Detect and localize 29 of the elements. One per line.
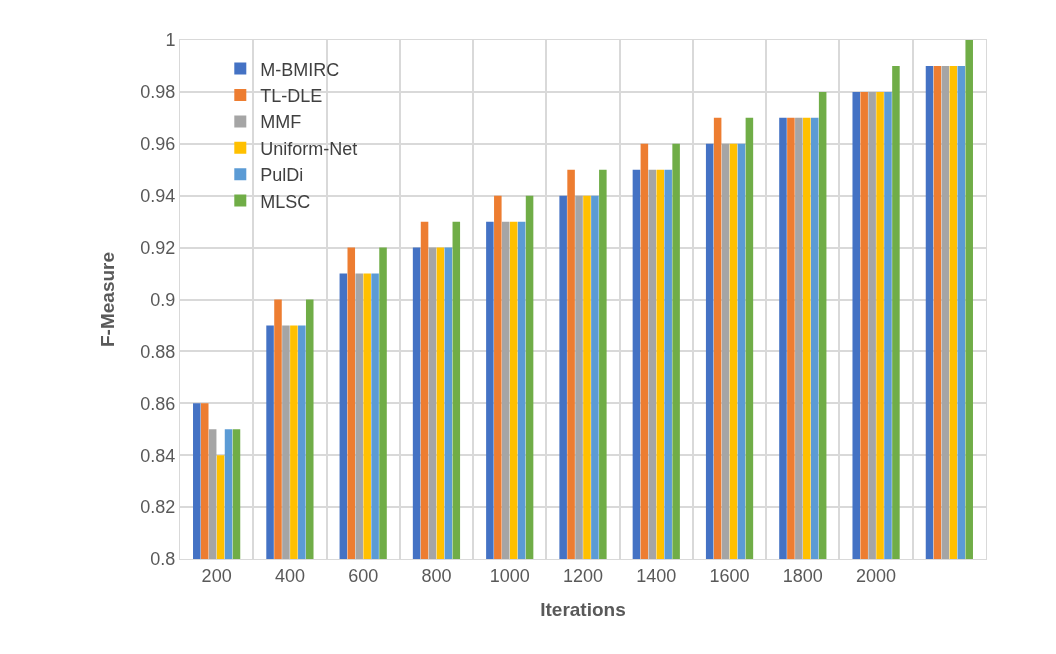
legend-label: Uniform-Net xyxy=(260,138,358,159)
legend-label: MMF xyxy=(260,112,302,133)
x-tick-label: 1800 xyxy=(782,565,823,586)
y-tick-label: 0.82 xyxy=(140,497,176,518)
x-tick-label: 1400 xyxy=(636,565,677,586)
x-tick-label: 2000 xyxy=(856,565,897,586)
y-tick-label: 0.88 xyxy=(140,341,176,362)
x-tick-label: 600 xyxy=(348,565,379,586)
legend-label: MLSC xyxy=(260,191,311,212)
y-tick-label: 0.98 xyxy=(140,82,176,103)
x-tick-label: 800 xyxy=(421,565,452,586)
x-tick-label: 1600 xyxy=(709,565,750,586)
y-tick-label: 0.92 xyxy=(140,237,176,258)
legend-label: TL-DLE xyxy=(260,86,323,106)
y-tick-label: 1 xyxy=(165,30,176,51)
y-tick-label: 0.96 xyxy=(140,134,176,155)
y-tick-label: 0.84 xyxy=(140,445,176,466)
y-tick-label: 0.8 xyxy=(150,549,176,570)
x-axis-title: Iterations xyxy=(540,599,626,621)
x-tick-label: 1000 xyxy=(489,565,530,586)
y-tick-label: 0.94 xyxy=(140,186,176,206)
legend-label: M-BMIRC xyxy=(260,59,340,80)
legend-label: PulDi xyxy=(260,165,304,186)
y-axis-title: F-Measure xyxy=(97,251,119,348)
x-tick-label: 1200 xyxy=(562,565,604,586)
x-tick-label: 200 xyxy=(201,565,232,586)
y-tick-label: 0.9 xyxy=(150,289,176,310)
y-tick-label: 0.86 xyxy=(140,393,176,414)
x-tick-label: 400 xyxy=(274,565,305,586)
